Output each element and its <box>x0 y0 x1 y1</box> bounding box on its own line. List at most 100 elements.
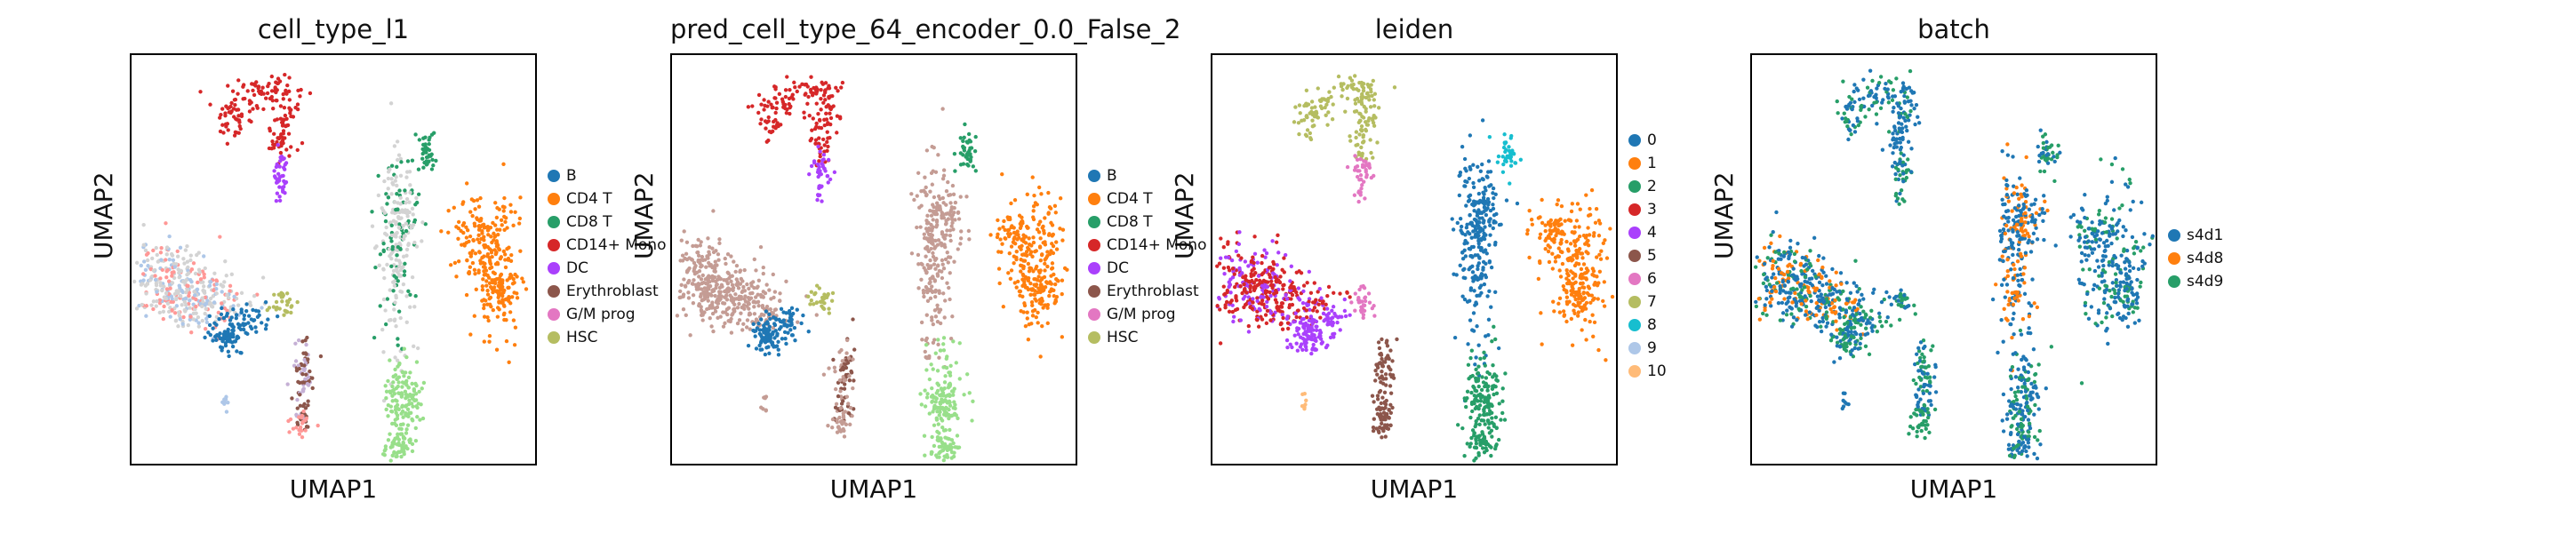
scatter-point <box>967 237 972 242</box>
scatter-point <box>1003 227 1007 233</box>
scatter-point <box>504 318 508 322</box>
scatter-point <box>431 163 436 168</box>
scatter-point <box>396 337 400 341</box>
scatter-point <box>804 91 808 96</box>
scatter-point <box>935 303 940 307</box>
scatter-point <box>200 304 204 309</box>
scatter-point <box>404 253 409 259</box>
scatter-point <box>1462 156 1468 162</box>
scatter-point <box>754 268 758 273</box>
scatter-point <box>941 428 947 433</box>
scatter-point <box>952 386 956 391</box>
scatter-point <box>1474 376 1478 381</box>
scatter-point <box>809 298 813 303</box>
scatter-point <box>401 415 405 419</box>
scatter-point <box>1260 298 1265 303</box>
scatter-point <box>487 339 492 344</box>
scatter-point <box>761 290 765 294</box>
scatter-point <box>1503 149 1508 155</box>
scatter-point <box>230 322 235 327</box>
scatter-point <box>1484 376 1489 380</box>
x-axis-label: UMAP1 <box>289 474 378 504</box>
scatter-point <box>1555 202 1559 207</box>
scatter-point <box>1229 258 1235 263</box>
scatter-point <box>686 296 692 300</box>
scatter-point <box>164 258 168 262</box>
scatter-point <box>1482 350 1486 354</box>
scatter-point <box>765 320 770 324</box>
scatter-point <box>788 328 793 332</box>
scatter-point <box>388 390 393 395</box>
scatter-point <box>264 322 268 328</box>
scatter-point <box>776 353 781 357</box>
scatter-point <box>821 93 827 98</box>
scatter-point <box>1219 236 1223 241</box>
scatter-point <box>827 311 832 315</box>
scatter-point <box>1035 203 1039 207</box>
scatter-point <box>1472 401 1476 406</box>
scatter-point <box>1000 242 1004 246</box>
scatter-point <box>1319 296 1324 300</box>
scatter-point <box>932 443 937 449</box>
scatter-point <box>952 259 956 264</box>
scatter-point <box>1221 266 1227 270</box>
scatter-point <box>1252 273 1256 277</box>
scatter-point <box>1472 394 1476 398</box>
scatter-point <box>1485 398 1491 403</box>
scatter-point <box>945 228 949 233</box>
scatter-point <box>829 298 835 303</box>
scatter-point <box>180 279 186 284</box>
scatter-point <box>275 191 280 195</box>
scatter-point <box>1054 247 1060 251</box>
scatter-point <box>734 277 739 282</box>
scatter-point <box>261 91 266 96</box>
scatter-point <box>396 343 400 347</box>
scatter-point <box>452 260 458 266</box>
scatter-point <box>835 430 840 434</box>
scatter-point <box>254 80 259 84</box>
scatter-point <box>296 338 301 343</box>
scatter-point <box>202 254 206 259</box>
scatter-point <box>771 325 776 330</box>
scatter-point <box>1375 372 1380 377</box>
scatter-point <box>826 86 830 91</box>
scatter-point <box>141 259 147 264</box>
scatter-point <box>713 309 718 314</box>
scatter-point <box>932 245 937 250</box>
scatter-point <box>777 91 782 97</box>
scatter-point <box>391 268 396 274</box>
scatter-point <box>484 225 488 230</box>
scatter-point <box>396 216 401 220</box>
scatter-point <box>1305 128 1310 132</box>
scatter-point <box>785 324 789 329</box>
scatter-point <box>1355 157 1360 162</box>
scatter-point <box>235 349 239 354</box>
scatter-point <box>1597 269 1603 274</box>
scatter-point <box>166 309 172 314</box>
scatter-point <box>263 96 268 100</box>
scatter-point <box>192 293 197 298</box>
scatter-point <box>213 334 218 338</box>
scatter-point <box>194 297 198 302</box>
scatter-point <box>234 313 239 317</box>
scatter-point <box>746 343 751 348</box>
scatter-point <box>1583 317 1588 322</box>
scatter-point <box>808 138 812 143</box>
scatter-point <box>916 262 921 266</box>
scatter-point <box>1388 348 1393 353</box>
scatter-point <box>936 422 940 426</box>
scatter-point <box>1592 231 1596 235</box>
legend-label: CD8 T <box>566 213 612 231</box>
scatter-point <box>1304 88 1309 92</box>
scatter-point <box>1468 355 1473 361</box>
scatter-point <box>940 258 945 263</box>
scatter-point <box>1586 238 1590 243</box>
scatter-point <box>229 272 234 277</box>
legend-label: CD14+ Mono <box>1107 236 1207 254</box>
scatter-point <box>1217 261 1222 266</box>
scatter-point <box>837 415 842 420</box>
scatter-point <box>1272 291 1276 296</box>
scatter-point <box>1036 185 1042 190</box>
scatter-point <box>424 163 429 167</box>
scatter-point <box>1025 285 1029 290</box>
